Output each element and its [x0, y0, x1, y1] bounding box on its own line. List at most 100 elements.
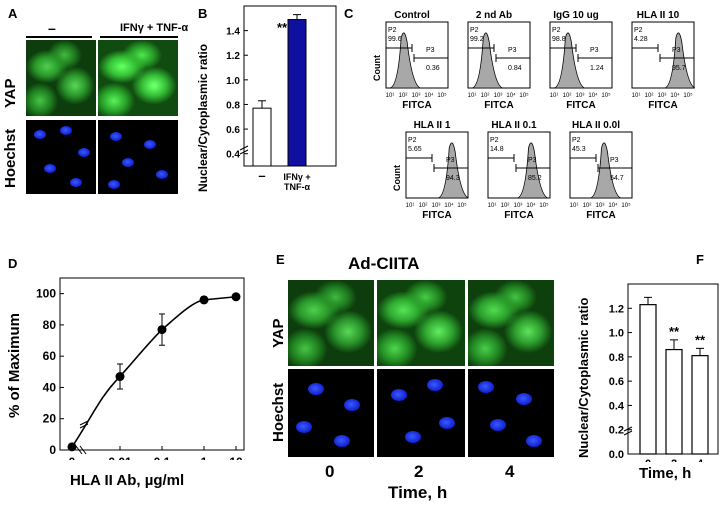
panel-f-ytick-label: 1.0 [609, 328, 624, 340]
flow-xaxis-label: FITCA [504, 210, 533, 221]
panel-e-label: E [276, 252, 285, 267]
panel-f-bar-1 [665, 348, 683, 455]
panel-d-xtick-label: 10 [229, 455, 243, 460]
panel-f-ytick-label: 0.4 [609, 400, 625, 412]
panel-d-xlabel: HLA II Ab, µg/ml [70, 472, 185, 489]
panel-b-ytick-label: 0.4 [226, 150, 240, 161]
flow-p3-label: P3 [528, 157, 537, 164]
flow-xaxis-label: FITCA [648, 100, 677, 111]
flow-xaxis-label: FITCA [402, 100, 431, 111]
panel-b-xtick-treated-2: TNF-α [284, 182, 310, 192]
panel-a-hoechst-control-image [26, 120, 96, 194]
flow-p2-label: P2 [470, 27, 479, 34]
flow-p2-label: P2 [634, 27, 643, 34]
panel-f-significance: ** [695, 332, 706, 347]
flow-histogram-4: HLA II 1 P2 5.65 P3 94.3 10¹ 10² 10³ 10⁴ 10⁵ FITCA… [390, 118, 474, 227]
panel-a-cond-control: – [48, 20, 56, 36]
panel-d-chart: 0 20 40 60 80 100 0 0.01 0.1 1 10 [36, 277, 245, 460]
flow-p2-label: P2 [572, 137, 581, 144]
panel-d-ytick-label: 80 [43, 318, 57, 332]
flow-xaxis-label: FITCA [422, 210, 451, 221]
flow-xaxis-label: FITCA [566, 100, 595, 111]
flow-xtick: 10⁵ [519, 92, 529, 99]
panel-d-ytick-label: 60 [43, 349, 57, 363]
flow-xtick: 10³ [412, 93, 421, 99]
panel-d-data-point [115, 372, 125, 382]
panel-b-ytick-label: 0.6 [226, 125, 240, 136]
flow-xtick: 10³ [576, 93, 585, 99]
flow-histogram-0: Control P2 99.6 P3 0.36 10¹ 10² 10³ 10⁴ 10⁵ FITCA C… [370, 8, 454, 117]
flow-p2-label: P2 [490, 137, 499, 144]
panel-e-yap-0h-image [288, 280, 374, 366]
panel-e-time-2: 2 [414, 462, 424, 481]
flow-xtick: 10¹ [550, 93, 559, 99]
flow-p3-value: 0.36 [426, 65, 440, 72]
panel-a-yap-treated-image [98, 40, 178, 116]
panel-f-ylabel: Nuclear/Cytoplasmic ratio [576, 297, 591, 458]
panel-f-ytick-label: 0.2 [609, 425, 624, 437]
panel-f-significance: ** [669, 324, 680, 339]
panel-d-xtick-label: 0.1 [154, 455, 171, 460]
panel-c-label: C [344, 6, 354, 21]
panel-f-ytick-label: 0.8 [609, 352, 624, 364]
panel-a-label: A [8, 6, 18, 21]
flow-xtick: 10³ [432, 203, 441, 209]
panel-b-ytick-label: 1.4 [226, 27, 240, 38]
panel-b-ytick-label: 1.0 [226, 76, 240, 87]
panel-b-bar-0 [252, 107, 272, 167]
panel-d-data-point [157, 325, 167, 335]
panel-d-frame [59, 277, 245, 451]
flow-histogram-5: HLA II 0.1 P2 14.8 P3 85.2 10¹ 10² 10³ 10⁴ 10⁵ FIT… [472, 118, 556, 227]
panel-d-data-point [231, 292, 241, 302]
flow-histogram-3: HLA II 10 P2 4.28 P3 95.7 10¹ 10² 10³ 10⁴ 10⁵ FITC… [616, 8, 700, 117]
flow-p3-label: P3 [672, 47, 681, 54]
flow-histogram-peak [570, 142, 621, 199]
panel-e-row-yap: YAP [270, 318, 287, 348]
flow-xtick: 10² [583, 203, 592, 209]
flow-xtick: 10¹ [570, 203, 579, 209]
flow-xtick: 10¹ [386, 93, 395, 99]
flow-p3-label: P3 [426, 47, 435, 54]
flow-xtick: 10³ [658, 93, 667, 99]
flow-xtick: 10⁵ [457, 202, 467, 209]
flow-histogram-peak [632, 32, 696, 89]
panel-b-label: B [198, 6, 208, 21]
flow-xtick: 10⁵ [683, 92, 693, 99]
flow-histogram-peak [386, 32, 421, 89]
panel-a-row-hoechst: Hoechst [2, 128, 19, 188]
panel-e-time-0: 0 [325, 462, 335, 481]
flow-p3-value: 0.84 [508, 65, 522, 72]
flow-xtick: 10⁴ [506, 92, 516, 99]
panel-b-chart: 0.4 0.6 0.8 1.0 1.2 1.4 ** – IFNγ + TNF-α [226, 5, 337, 192]
flow-p2-value: 5.65 [408, 146, 422, 153]
flow-xtick: 10⁵ [437, 92, 447, 99]
panel-b-ytick-label: 1.2 [226, 51, 240, 62]
flow-p2-value: 99.6 [388, 36, 402, 43]
flow-xtick: 10² [481, 93, 490, 99]
flow-xtick: 10⁵ [621, 202, 631, 209]
panel-b-ytick-label: 0.8 [226, 100, 240, 111]
panel-d-ytick-label: 40 [43, 380, 57, 394]
flow-p3-label: P3 [590, 47, 599, 54]
flow-xtick: 10¹ [632, 93, 641, 99]
flow-xtick: 10³ [596, 203, 605, 209]
flow-p2-value: 14.8 [490, 146, 504, 153]
flow-p3-value: 1.24 [590, 65, 604, 72]
panel-f-ytick-label: 0.0 [609, 449, 624, 461]
flow-xtick: 10⁴ [588, 92, 598, 99]
panel-f-xtick-label: 0 [645, 458, 651, 462]
flow-histogram-title: IgG 10 ug [553, 10, 599, 21]
panel-f-label: F [696, 252, 704, 267]
panel-a-cond-treated: IFNγ + TNF-α [120, 22, 189, 34]
flow-xtick: 10² [501, 203, 510, 209]
flow-p2-value: 98.8 [552, 36, 566, 43]
flow-xtick: 10² [645, 93, 654, 99]
flow-p2-value: 4.28 [634, 36, 648, 43]
panel-b-bar-1 [287, 19, 307, 167]
panel-f-xlabel: Time, h [639, 465, 692, 482]
panel-e-time-4: 4 [505, 462, 515, 481]
panel-f-bar-0 [639, 304, 657, 455]
flow-histogram-title: Control [394, 10, 430, 21]
flow-p2-value: 45.3 [572, 146, 586, 153]
flow-xtick: 10⁴ [608, 202, 618, 209]
